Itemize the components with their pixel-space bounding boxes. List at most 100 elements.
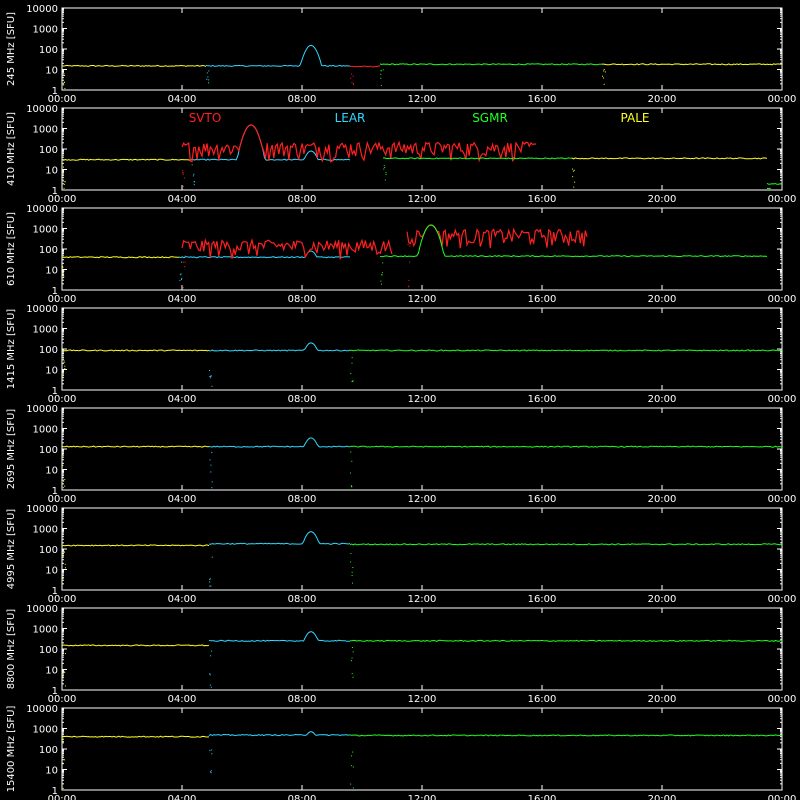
dropout-point xyxy=(210,377,212,379)
series-sgmr xyxy=(383,157,573,160)
x-tick-label: 08:00 xyxy=(288,494,317,505)
dropout-point xyxy=(352,676,354,678)
x-tick-label: 16:00 xyxy=(528,694,557,705)
x-tick-label: 00:00 xyxy=(768,594,797,605)
series-sgmr xyxy=(349,639,783,642)
dropout-point xyxy=(573,186,575,188)
x-tick-label: 00:00 xyxy=(48,94,77,105)
x-tick-label: 04:00 xyxy=(168,794,197,800)
dropout-point xyxy=(210,772,212,774)
panel-frame xyxy=(61,407,783,491)
series-lear xyxy=(208,631,351,642)
y-tick-label: 1000 xyxy=(33,325,58,336)
panel-8800-mhz: 1 10 100 1000 10000 00:00 04:00 08:00 12:00 16:00… xyxy=(6,604,796,705)
y-tick-label: 1 xyxy=(52,686,58,697)
dropout-point xyxy=(209,375,211,377)
y-tick-label: 100 xyxy=(39,645,58,656)
dropout-point xyxy=(64,485,66,487)
dropout-point xyxy=(62,555,64,557)
dropout-point xyxy=(62,756,64,758)
x-tick-label: 12:00 xyxy=(408,294,437,305)
dropout-point xyxy=(64,653,66,655)
x-tick-label: 20:00 xyxy=(648,294,677,305)
dropout-point xyxy=(603,69,605,71)
y-tick-label: 1 xyxy=(52,486,58,497)
series-lear xyxy=(208,342,351,352)
series-sgmr xyxy=(349,543,783,546)
dropout-point xyxy=(351,82,353,84)
dropout-point xyxy=(382,69,384,71)
dropout-point xyxy=(63,84,65,86)
series-sgmr xyxy=(349,734,783,737)
dropout-point xyxy=(384,166,386,168)
dropout-point xyxy=(62,375,64,377)
dropout-point xyxy=(208,79,210,81)
dropout-point xyxy=(209,684,211,686)
panel-frame xyxy=(61,607,783,691)
dropout-point xyxy=(210,655,212,657)
dropout-point xyxy=(768,187,770,189)
dropout-point xyxy=(211,556,213,558)
y-tick-label: 10 xyxy=(45,666,58,677)
dropout-point xyxy=(193,173,195,175)
dropout-point xyxy=(210,375,212,377)
dropout-point xyxy=(380,77,382,79)
series-pale xyxy=(61,349,210,352)
dropout-point xyxy=(352,380,354,382)
dropout-point xyxy=(380,283,382,285)
y-tick-label: 1000 xyxy=(33,125,58,136)
dropout-point xyxy=(383,165,385,167)
dropout-point xyxy=(351,460,353,462)
x-tick-label: 20:00 xyxy=(648,494,677,505)
dropout-point xyxy=(64,551,66,553)
dropout-point xyxy=(767,187,769,189)
dropout-point xyxy=(63,181,65,183)
dropout-point xyxy=(408,279,410,281)
dropout-point xyxy=(184,255,186,257)
x-tick-label: 12:00 xyxy=(408,94,437,105)
dropout-point xyxy=(380,280,382,282)
x-tick-label: 04:00 xyxy=(168,594,197,605)
panel-4995-mhz: 1 10 100 1000 10000 00:00 04:00 08:00 12:00 16:00… xyxy=(6,504,796,605)
series-svto xyxy=(181,237,393,260)
series-lear xyxy=(208,531,351,545)
dropout-point xyxy=(63,362,65,364)
dropout-point xyxy=(206,72,208,74)
dropout-point xyxy=(184,261,186,263)
y-tick-label: 1 xyxy=(52,586,58,597)
x-tick-label: 04:00 xyxy=(168,394,197,405)
x-tick-label: 08:00 xyxy=(288,194,317,205)
y-tick-label: 10000 xyxy=(26,204,58,215)
y-tick-label: 100 xyxy=(39,545,58,556)
y-tick-label: 1 xyxy=(52,286,58,297)
panel-frame xyxy=(61,307,783,391)
dropout-point xyxy=(352,766,354,768)
dropout-point xyxy=(206,78,208,80)
y-tick-label: 10 xyxy=(45,366,58,377)
panel-610-mhz: 1 10 100 1000 10000 00:00 04:00 08:00 12:00 16:00… xyxy=(6,204,796,305)
x-tick-label: 00:00 xyxy=(768,94,797,105)
x-tick-label: 20:00 xyxy=(648,594,677,605)
series-svto xyxy=(181,124,537,163)
dropout-point xyxy=(350,561,352,563)
y-tick-label: 100 xyxy=(39,145,58,156)
dropout-point xyxy=(352,83,354,85)
dropout-point xyxy=(210,770,212,772)
dropout-point xyxy=(604,71,606,73)
y-tick-label: 10000 xyxy=(26,304,58,315)
dropout-point xyxy=(385,173,387,175)
x-tick-label: 00:00 xyxy=(48,394,77,405)
dropout-point xyxy=(64,368,66,370)
panel-15400-mhz: 1 10 100 1000 10000 00:00 04:00 08:00 12:00 16:00… xyxy=(6,704,796,800)
x-tick-label: 08:00 xyxy=(288,794,317,800)
dropout-point xyxy=(209,581,211,583)
dropout-point xyxy=(352,651,354,653)
dropout-point xyxy=(62,787,64,789)
dropout-point xyxy=(352,381,354,383)
dropout-point xyxy=(210,686,212,688)
dropout-point xyxy=(381,272,383,274)
dropout-point xyxy=(62,171,64,173)
dropout-point xyxy=(183,261,185,263)
dropout-point xyxy=(62,166,64,168)
